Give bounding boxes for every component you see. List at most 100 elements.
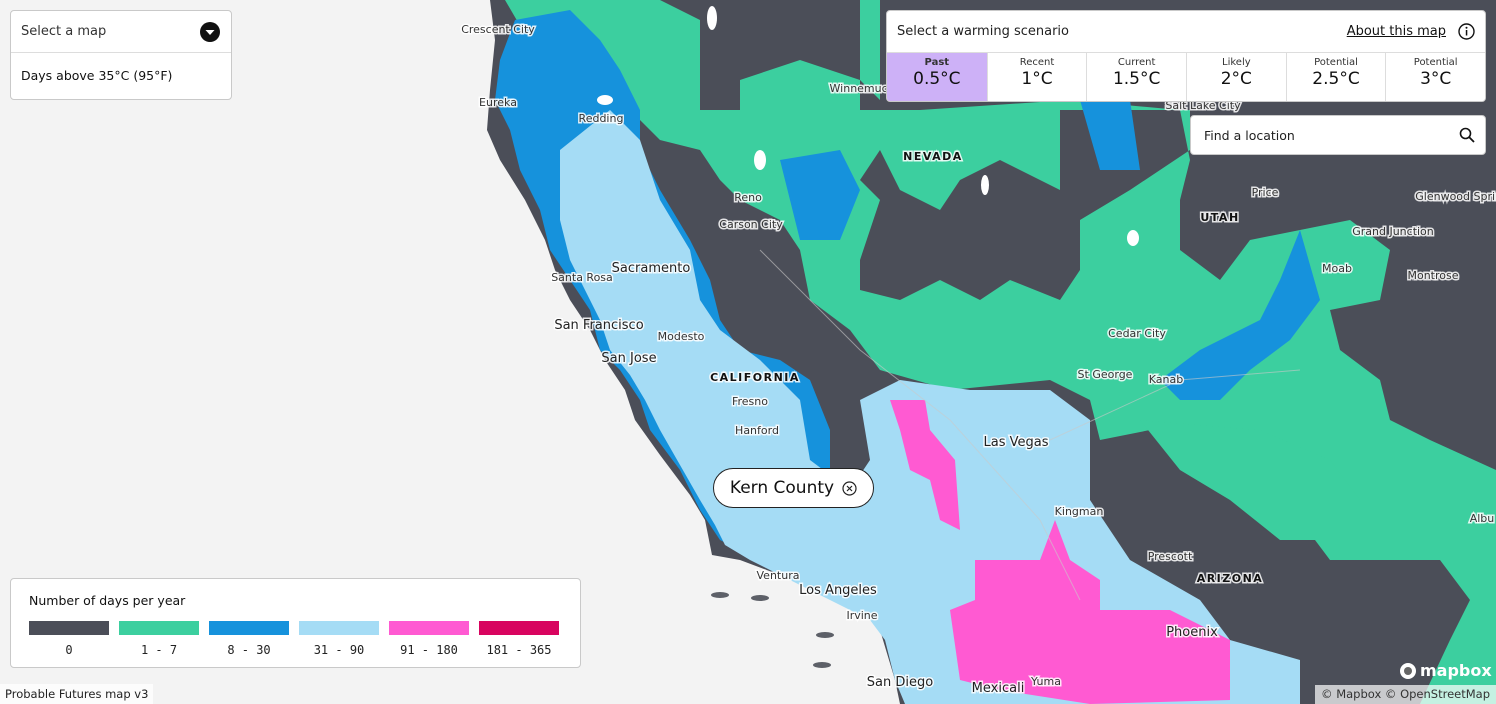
- dropdown-icon[interactable]: [199, 21, 221, 43]
- place-label: Redding: [579, 112, 624, 125]
- place-label: San Francisco: [554, 318, 643, 333]
- scenario-option[interactable]: Potential 2.5°C: [1285, 53, 1386, 101]
- place-label: Hanford: [735, 424, 779, 437]
- place-label: NEVADA: [903, 150, 963, 163]
- info-icon[interactable]: [1458, 23, 1475, 40]
- legend-swatch: [479, 621, 559, 635]
- lake: [981, 175, 989, 195]
- place-label: Modesto: [658, 330, 705, 343]
- place-label: Reno: [734, 191, 762, 204]
- scenario-header: Select a warming scenario About this map: [887, 11, 1485, 53]
- legend-label: 0: [65, 643, 73, 657]
- place-label: Cedar City: [1108, 327, 1166, 340]
- scenario-label: Recent: [1019, 57, 1055, 68]
- legend-label: 91 - 180: [400, 643, 458, 657]
- location-name: Kern County: [729, 478, 835, 498]
- place-labels: Crescent City Eureka Redding Winnemucca NEVA…: [460, 22, 1496, 698]
- place-label: Mexicali: [972, 681, 1025, 696]
- mapbox-logo-icon: [1400, 662, 1416, 679]
- island: [813, 662, 831, 668]
- map-regions: [487, 0, 1496, 704]
- scenario-option[interactable]: Recent 1°C: [986, 53, 1087, 101]
- climate-region: [1160, 230, 1320, 400]
- place-label: Yuma: [1030, 675, 1061, 688]
- scenario-label: Potential: [1314, 57, 1358, 68]
- scenario-label: Current: [1117, 57, 1156, 68]
- place-label: CALIFORNIA: [710, 371, 800, 384]
- place-label: Winnemucca: [830, 82, 901, 95]
- legend-title: Number of days per year: [29, 593, 186, 608]
- scenario-option[interactable]: Past 0.5°C: [887, 53, 987, 101]
- place-label: San Jose: [601, 351, 656, 366]
- island: [711, 592, 729, 598]
- climate-region: [560, 110, 1300, 704]
- place-label: Crescent City: [461, 23, 535, 36]
- search-placeholder: Find a location: [1204, 127, 1295, 143]
- legend-swatch: [299, 621, 379, 635]
- scenario-value: 0.5°C: [913, 69, 961, 89]
- mapbox-logo[interactable]: mapbox: [1399, 661, 1492, 680]
- about-link[interactable]: About this map: [1346, 24, 1446, 39]
- legend: Number of days per year 0 1 - 7 8 - 30 31 -…: [10, 578, 581, 668]
- legend-swatch: [209, 621, 289, 635]
- scenario-option[interactable]: Likely 2°C: [1186, 53, 1286, 101]
- place-label: Las Vegas: [984, 435, 1049, 450]
- place-label: Glenwood Springs: [1415, 190, 1496, 203]
- lake: [597, 95, 613, 105]
- lake: [1127, 230, 1139, 246]
- climate-region: [780, 150, 860, 240]
- legend-label: 31 - 90: [313, 643, 365, 657]
- place-label: Santa Rosa: [551, 271, 613, 284]
- place-label: Kingman: [1055, 505, 1104, 518]
- scenario-option[interactable]: Potential 3°C: [1385, 53, 1485, 101]
- island: [816, 632, 834, 638]
- scenario-label: Potential: [1413, 57, 1458, 68]
- map-select-header[interactable]: Select a map: [11, 11, 231, 53]
- scenario-value: 2°C: [1220, 69, 1252, 89]
- scenario-label: Past: [924, 57, 950, 68]
- scenario-label: Likely: [1222, 57, 1251, 68]
- scenario-value: 2.5°C: [1312, 69, 1360, 89]
- map-select-placeholder: Select a map: [21, 24, 107, 39]
- scenario-value: 1°C: [1021, 69, 1053, 89]
- road: [759, 249, 1301, 601]
- scenario-value: 3°C: [1420, 69, 1452, 89]
- selected-map: Days above 35°C (95°F): [21, 68, 173, 83]
- legend-label: 1 - 7: [140, 643, 178, 657]
- version-label: Probable Futures map v3: [0, 684, 154, 704]
- place-label: Eureka: [479, 96, 517, 109]
- place-label: Sacramento: [612, 261, 691, 276]
- place-label: Montrose: [1407, 269, 1458, 282]
- place-label: Albu: [1470, 512, 1495, 525]
- search-icon[interactable]: [1459, 127, 1475, 143]
- legend-swatch: [389, 621, 469, 635]
- location-pill[interactable]: Kern County: [713, 468, 874, 508]
- legend-swatch: [29, 621, 109, 635]
- scenario-options: Past 0.5°C Recent 1°C Current 1.5°C Likely 2°C P…: [887, 53, 1485, 101]
- attribution[interactable]: © Mapbox © OpenStreetMap: [1315, 685, 1496, 704]
- scenario-option[interactable]: Current 1.5°C: [1086, 53, 1186, 101]
- search-box[interactable]: Find a location: [1190, 115, 1486, 155]
- place-label: Phoenix: [1166, 625, 1218, 640]
- place-label: Carson City: [719, 218, 783, 231]
- climate-region: [950, 520, 1230, 704]
- place-label: Price: [1252, 186, 1279, 199]
- climate-region: [890, 400, 960, 530]
- close-icon[interactable]: [842, 480, 857, 496]
- place-label: Ventura: [757, 569, 800, 582]
- place-label: Irvine: [846, 609, 877, 622]
- lake: [707, 6, 717, 30]
- legend-swatch: [119, 621, 199, 635]
- lake: [754, 150, 766, 170]
- place-label: Fresno: [732, 395, 768, 408]
- scenario-title: Select a warming scenario: [897, 24, 1069, 39]
- place-label: San Diego: [867, 675, 933, 690]
- scenario-value: 1.5°C: [1112, 69, 1161, 89]
- place-label: Moab: [1322, 262, 1352, 275]
- map-selector[interactable]: Select a map Days above 35°C (95°F): [10, 10, 232, 100]
- climate-region: [505, 0, 1496, 704]
- place-label: Prescott: [1148, 550, 1193, 563]
- climate-region: [1080, 100, 1140, 170]
- place-label: Los Angeles: [799, 583, 877, 598]
